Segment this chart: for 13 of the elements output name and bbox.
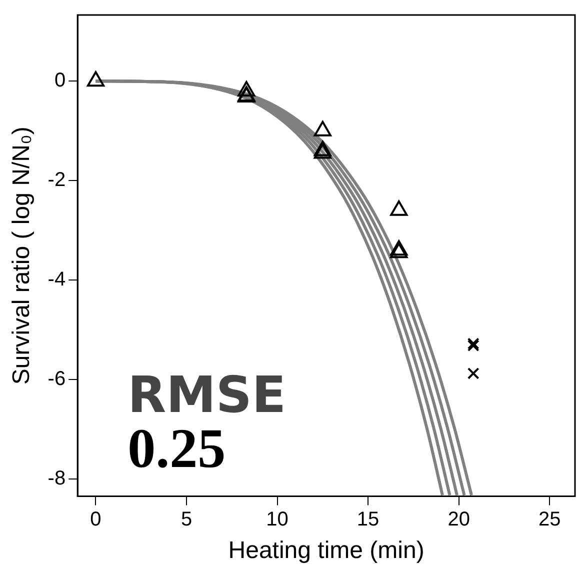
x-tick-label: 0 (90, 508, 102, 531)
y-axis-title: Survival ratio ( log N/N₀) (8, 126, 36, 385)
y-tick-label: -4 (48, 268, 66, 290)
y-tick-label: 0 (54, 70, 66, 92)
x-tick-label: 10 (266, 508, 288, 531)
y-tick-label: -2 (48, 169, 66, 192)
x-tick-label: 20 (448, 508, 470, 531)
x-tick-label: 25 (538, 508, 561, 531)
x-tick-label: 5 (180, 508, 192, 531)
x-tick-label: 15 (356, 508, 380, 531)
y-tick-label: -6 (48, 368, 66, 390)
x-axis-title: Heating time (min) (228, 537, 424, 564)
y-tick-label: -8 (48, 467, 66, 490)
